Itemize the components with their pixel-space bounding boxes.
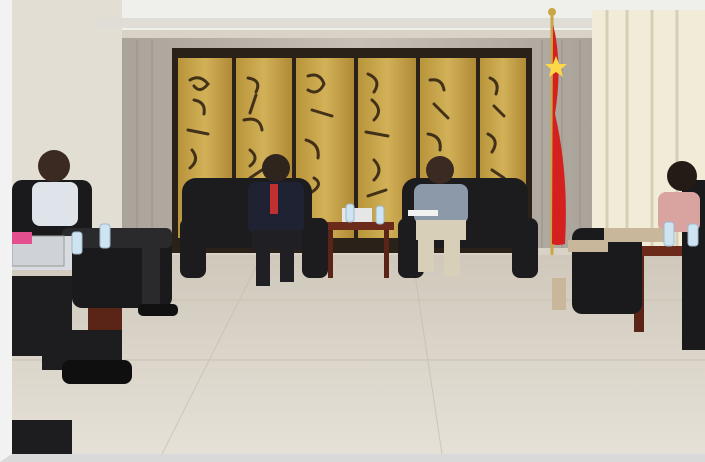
ceiling-beam <box>92 18 612 28</box>
national-flag <box>545 8 567 270</box>
pink-box <box>12 232 32 244</box>
person-right <box>552 161 700 310</box>
meeting-room-photo <box>12 0 705 454</box>
water-bottles <box>71 203 699 255</box>
person-center-right <box>408 156 468 276</box>
person-center-left <box>248 154 304 286</box>
person-foreground-left <box>12 276 132 454</box>
